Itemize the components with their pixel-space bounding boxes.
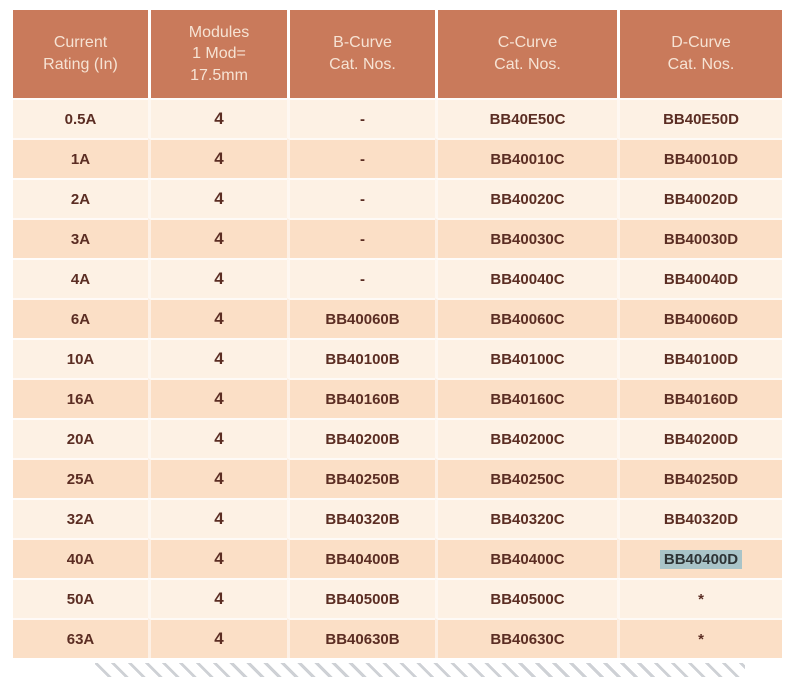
table-row-6A: 6A 4 BB40060B BB40060C BB40060D <box>13 298 782 338</box>
column-header-c: C-Curve Cat. Nos. <box>435 10 617 98</box>
cell-b-10A: BB40100B <box>287 338 435 378</box>
cell-d-6A: BB40060D <box>617 298 782 338</box>
cell-modules-2A: 4 <box>148 178 287 218</box>
cell-rating-2A: 2A <box>13 178 148 218</box>
cell-c-6A: BB40060C <box>435 298 617 338</box>
cell-modules-4A: 4 <box>148 258 287 298</box>
cell-d-32A: BB40320D <box>617 498 782 538</box>
table-row-1A: 1A 4- BB40010C BB40010D <box>13 138 782 178</box>
table-row-63A: 63A 4 BB40630B BB40630C * <box>13 618 782 658</box>
table-row-3A: 3A 4- BB40030C BB40030D <box>13 218 782 258</box>
cell-rating-6A: 6A <box>13 298 148 338</box>
cell-d-25A: BB40250D <box>617 458 782 498</box>
selected-text[interactable]: BB40400D <box>659 549 743 569</box>
cell-b-25A: BB40250B <box>287 458 435 498</box>
cell-modules-10A: 4 <box>148 338 287 378</box>
cell-b-63A: BB40630B <box>287 618 435 658</box>
cell-c-63A: BB40630C <box>435 618 617 658</box>
cell-c-25A: BB40250C <box>435 458 617 498</box>
cell-rating-40A: 40A <box>13 538 148 578</box>
cell-rating-0.5A: 0.5A <box>13 98 148 138</box>
column-header-modules: Modules 1 Mod= 17.5mm <box>148 10 287 98</box>
cell-rating-25A: 25A <box>13 458 148 498</box>
table-row-50A: 50A 4 BB40500B BB40500C * <box>13 578 782 618</box>
cell-b-6A: BB40060B <box>287 298 435 338</box>
cell-modules-63A: 4 <box>148 618 287 658</box>
cell-b-1A: - <box>287 138 435 178</box>
cell-modules-6A: 4 <box>148 298 287 338</box>
cell-rating-3A: 3A <box>13 218 148 258</box>
cell-c-1A: BB40010C <box>435 138 617 178</box>
cell-modules-25A: 4 <box>148 458 287 498</box>
cell-b-0.5A: - <box>287 98 435 138</box>
column-header-rating: Current Rating (In) <box>13 10 148 98</box>
cell-d-3A: BB40030D <box>617 218 782 258</box>
cell-c-4A: BB40040C <box>435 258 617 298</box>
cell-b-2A: - <box>287 178 435 218</box>
mcb-catalog-table: Current Rating (In) Modules 1 Mod= 17.5mm… <box>13 10 782 658</box>
cell-rating-10A: 10A <box>13 338 148 378</box>
table-row-20A: 20A 4 BB40200B BB40200C BB40200D <box>13 418 782 458</box>
cell-rating-4A: 4A <box>13 258 148 298</box>
cell-b-32A: BB40320B <box>287 498 435 538</box>
cell-rating-16A: 16A <box>13 378 148 418</box>
table-body: 0.5A 4- BB40E50C BB40E50D 1A 4- BB40010C BB4001… <box>13 98 782 658</box>
cell-modules-1A: 4 <box>148 138 287 178</box>
cell-b-16A: BB40160B <box>287 378 435 418</box>
cell-d-16A: BB40160D <box>617 378 782 418</box>
cell-d-0.5A: BB40E50D <box>617 98 782 138</box>
cell-d-20A: BB40200D <box>617 418 782 458</box>
cell-c-2A: BB40020C <box>435 178 617 218</box>
cell-c-40A: BB40400C <box>435 538 617 578</box>
table-row-0.5A: 0.5A 4- BB40E50C BB40E50D <box>13 98 782 138</box>
cell-modules-32A: 4 <box>148 498 287 538</box>
cell-d-4A: BB40040D <box>617 258 782 298</box>
cell-modules-0.5A: 4 <box>148 98 287 138</box>
cell-d-10A: BB40100D <box>617 338 782 378</box>
column-header-b: B-Curve Cat. Nos. <box>287 10 435 98</box>
diagonal-hatch-decoration <box>95 663 745 677</box>
cell-b-3A: - <box>287 218 435 258</box>
cell-b-4A: - <box>287 258 435 298</box>
cell-c-20A: BB40200C <box>435 418 617 458</box>
cell-c-50A: BB40500C <box>435 578 617 618</box>
cell-c-0.5A: BB40E50C <box>435 98 617 138</box>
cell-b-40A: BB40400B <box>287 538 435 578</box>
cell-d-40A: BB40400D <box>617 538 782 578</box>
cell-b-50A: BB40500B <box>287 578 435 618</box>
cell-c-16A: BB40160C <box>435 378 617 418</box>
cell-b-20A: BB40200B <box>287 418 435 458</box>
cell-modules-20A: 4 <box>148 418 287 458</box>
cell-d-1A: BB40010D <box>617 138 782 178</box>
table-row-4A: 4A 4- BB40040C BB40040D <box>13 258 782 298</box>
cell-rating-50A: 50A <box>13 578 148 618</box>
cell-modules-3A: 4 <box>148 218 287 258</box>
cell-c-10A: BB40100C <box>435 338 617 378</box>
table-row-40A: 40A 4 BB40400B BB40400C BB40400D <box>13 538 782 578</box>
column-header-d: D-Curve Cat. Nos. <box>617 10 782 98</box>
cell-rating-32A: 32A <box>13 498 148 538</box>
table-row-10A: 10A 4 BB40100B BB40100C BB40100D <box>13 338 782 378</box>
cell-rating-63A: 63A <box>13 618 148 658</box>
cell-d-50A: * <box>617 578 782 618</box>
cell-d-63A: * <box>617 618 782 658</box>
table-row-2A: 2A 4- BB40020C BB40020D <box>13 178 782 218</box>
cell-d-2A: BB40020D <box>617 178 782 218</box>
cell-c-32A: BB40320C <box>435 498 617 538</box>
cell-rating-1A: 1A <box>13 138 148 178</box>
cell-c-3A: BB40030C <box>435 218 617 258</box>
cell-modules-40A: 4 <box>148 538 287 578</box>
table-row-32A: 32A 4 BB40320B BB40320C BB40320D <box>13 498 782 538</box>
cell-modules-16A: 4 <box>148 378 287 418</box>
table-row-16A: 16A 4 BB40160B BB40160C BB40160D <box>13 378 782 418</box>
table-header-row: Current Rating (In) Modules 1 Mod= 17.5mm… <box>13 10 782 98</box>
table-row-25A: 25A 4 BB40250B BB40250C BB40250D <box>13 458 782 498</box>
cell-modules-50A: 4 <box>148 578 287 618</box>
cell-rating-20A: 20A <box>13 418 148 458</box>
